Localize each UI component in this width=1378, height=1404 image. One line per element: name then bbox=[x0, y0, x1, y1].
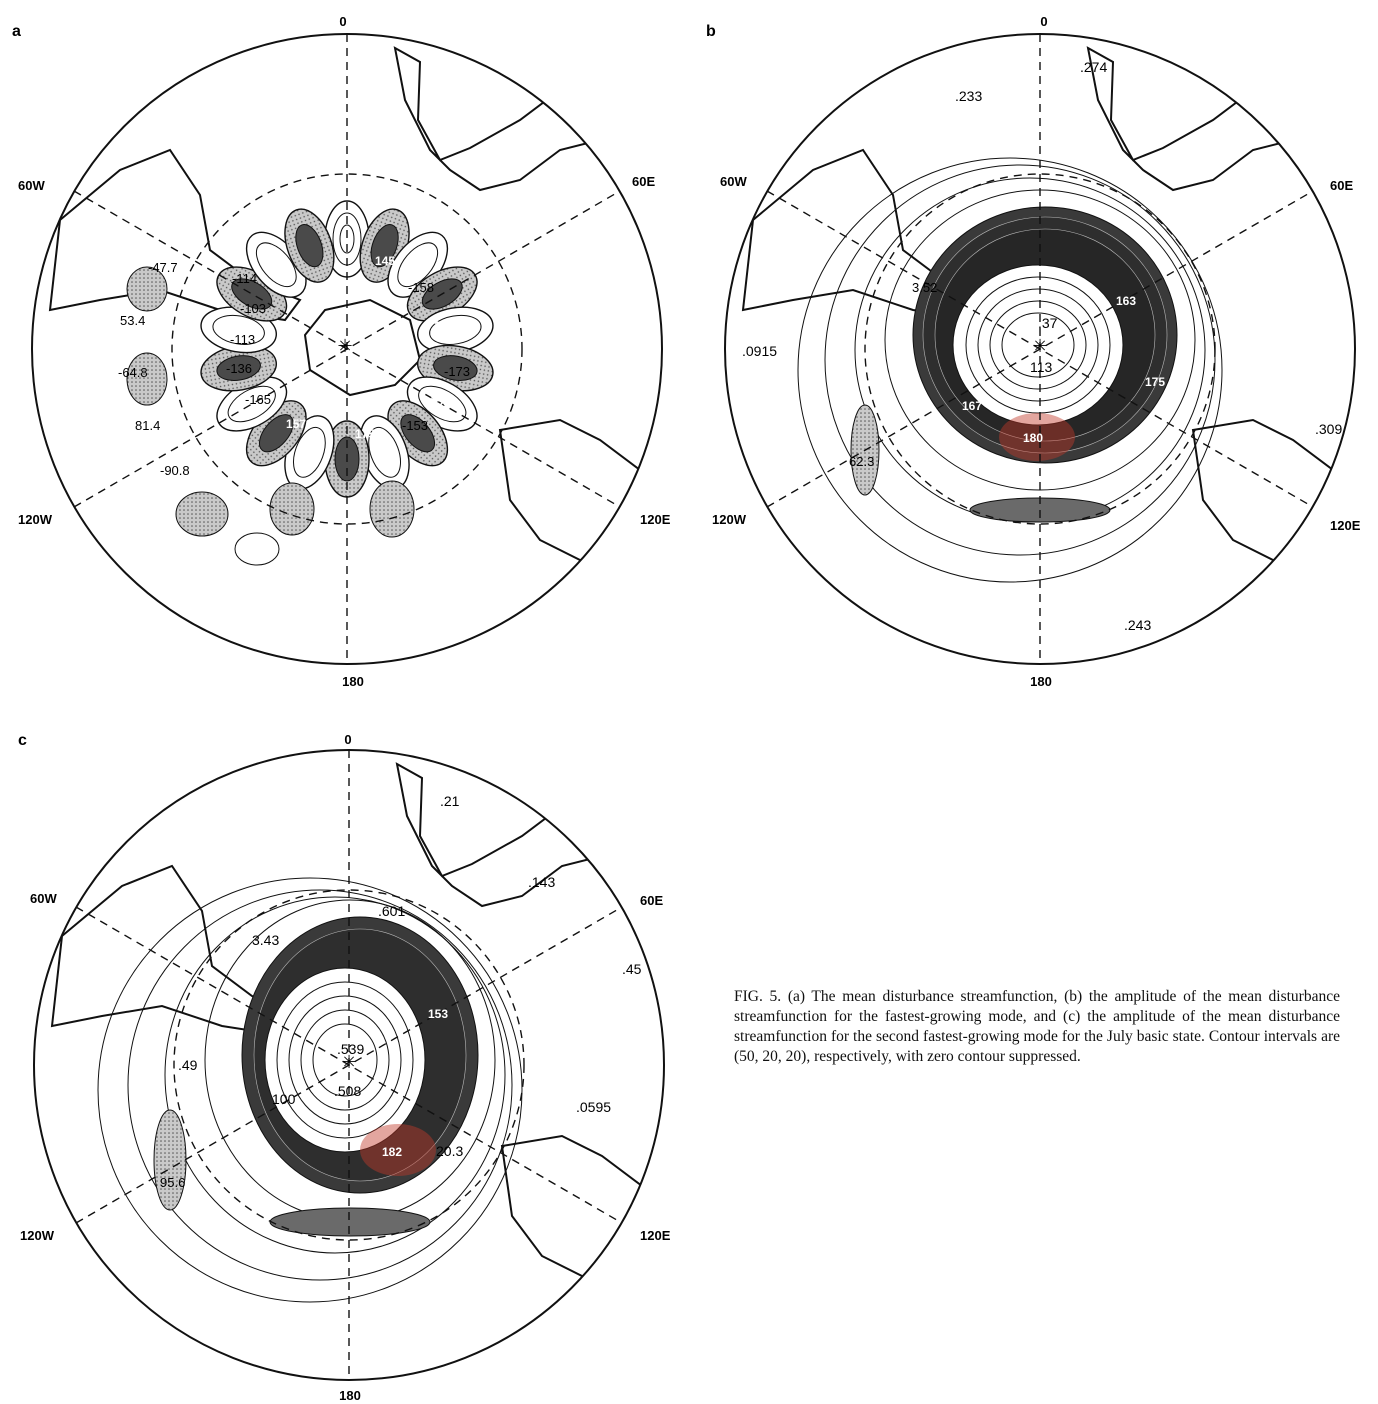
pole-marker: ✳ bbox=[341, 1052, 356, 1072]
value-label: -103 bbox=[240, 301, 266, 316]
axis-label-bottom: 180 bbox=[342, 674, 364, 689]
figure-caption: FIG. 5. (a) The mean disturbance streamf… bbox=[734, 988, 1340, 1065]
value-labels-a: -47.7 53.4 -64.8 81.4 -90.8 -114 -103 -1… bbox=[118, 254, 470, 478]
panel-c: c bbox=[18, 732, 671, 1403]
map-b bbox=[741, 34, 1345, 664]
axis-label-bottom: 180 bbox=[1030, 674, 1052, 689]
grid-a bbox=[73, 34, 621, 664]
value-label: -114 bbox=[232, 271, 257, 286]
contour-rings-b bbox=[797, 157, 1223, 583]
axis-label-upper-right: 60E bbox=[640, 893, 663, 908]
axis-label-upper-right: 60E bbox=[632, 174, 655, 189]
value-labels-b: .233 .274 .0915 3.52 .37 113 163 175 167… bbox=[742, 59, 1342, 633]
value-label: -153 bbox=[402, 418, 428, 433]
coastline-australia bbox=[1191, 418, 1345, 561]
value-label: .233 bbox=[955, 88, 982, 104]
axis-label-top: 0 bbox=[339, 14, 346, 29]
axis-label-lower-left: 120W bbox=[20, 1228, 55, 1243]
axis-label-lower-right: 120E bbox=[640, 1228, 671, 1243]
value-label: .508 bbox=[334, 1083, 361, 1099]
value-label: 100 bbox=[272, 1091, 296, 1107]
coastline-antarctica bbox=[303, 298, 422, 397]
axis-label-top: 0 bbox=[344, 732, 351, 747]
panel-letter: a bbox=[12, 23, 21, 40]
coastline-australia bbox=[500, 1134, 654, 1277]
value-label: 180 bbox=[1023, 431, 1043, 445]
value-label: 113 bbox=[1030, 359, 1053, 375]
coastline-australia bbox=[498, 418, 652, 561]
value-label: -165 bbox=[245, 392, 271, 407]
value-label: 163 bbox=[1116, 294, 1136, 308]
value-label: 157 bbox=[286, 417, 306, 431]
value-label: .21 bbox=[440, 793, 460, 809]
value-label: 175 bbox=[1145, 375, 1165, 389]
value-label: 167 bbox=[962, 399, 982, 413]
contour-rings-c bbox=[97, 877, 523, 1303]
value-label: -90.8 bbox=[160, 463, 190, 478]
value-label: 3.52 bbox=[912, 280, 937, 295]
value-label: 159 bbox=[434, 319, 454, 333]
axis-label-lower-right: 120E bbox=[1330, 518, 1361, 533]
value-label: -64.8 bbox=[118, 365, 148, 380]
value-label: 152 bbox=[430, 394, 450, 408]
value-label: 53.4 bbox=[120, 313, 145, 328]
value-label: .309 bbox=[1315, 421, 1342, 437]
value-label: .243 bbox=[1124, 617, 1151, 633]
coastline-africa bbox=[393, 46, 642, 192]
coastline-south-america bbox=[48, 148, 302, 322]
value-label: 145 bbox=[375, 254, 395, 268]
value-label: .37 bbox=[1038, 315, 1058, 331]
value-label: 182 bbox=[382, 1145, 402, 1159]
panel-letter: c bbox=[18, 732, 27, 749]
pole-marker: ✳ bbox=[1032, 336, 1047, 356]
axis-label-upper-left: 60W bbox=[18, 178, 45, 193]
map-a bbox=[48, 34, 652, 664]
axis-label-lower-right: 120E bbox=[640, 512, 671, 527]
value-label: -113 bbox=[230, 332, 255, 347]
value-label: .539 bbox=[337, 1041, 364, 1057]
panel-letter: b bbox=[706, 23, 716, 40]
value-label: 62.3 bbox=[849, 454, 874, 469]
value-label: .49 bbox=[178, 1057, 198, 1073]
axis-label-upper-right: 60E bbox=[1330, 178, 1353, 193]
axis-label-upper-left: 60W bbox=[720, 174, 747, 189]
axis-label-lower-left: 120W bbox=[712, 512, 747, 527]
axis-label-upper-left: 60W bbox=[30, 891, 57, 906]
value-label: .143 bbox=[528, 874, 555, 890]
value-label: 95.6 bbox=[160, 1175, 185, 1190]
grid-b bbox=[766, 34, 1314, 664]
contour-lobes-a bbox=[126, 200, 494, 566]
panel-b: b bbox=[706, 14, 1361, 689]
value-label: 175 bbox=[355, 427, 375, 441]
value-label: -136 bbox=[226, 361, 252, 376]
axis-label-top: 0 bbox=[1040, 14, 1047, 29]
value-label: .0915 bbox=[742, 343, 777, 359]
axis-label-lower-left: 120W bbox=[18, 512, 53, 527]
value-label: .601 bbox=[378, 903, 405, 919]
value-label: 81.4 bbox=[135, 418, 160, 433]
value-label: 3.43 bbox=[252, 932, 279, 948]
highlight-max bbox=[999, 413, 1075, 461]
grid-c bbox=[75, 750, 623, 1380]
panel-a: a bbox=[12, 14, 671, 689]
value-label: 153 bbox=[428, 1007, 448, 1021]
value-label: .0595 bbox=[576, 1099, 611, 1115]
value-label: -173 bbox=[444, 364, 470, 379]
axis-label-bottom: 180 bbox=[339, 1388, 361, 1403]
map-c bbox=[50, 750, 654, 1380]
coastline-africa bbox=[1086, 46, 1335, 192]
value-label: -158 bbox=[408, 280, 434, 295]
highlight-max bbox=[360, 1124, 436, 1176]
map-boundary bbox=[31, 33, 663, 665]
value-label: -47.7 bbox=[148, 260, 178, 275]
value-label: 20.3 bbox=[436, 1143, 463, 1159]
map-boundary bbox=[724, 33, 1356, 665]
pole-marker: ✳ bbox=[337, 336, 352, 356]
value-labels-c: .21 .143 .601 3.43 .45 153 .49 .539 .508… bbox=[160, 793, 642, 1190]
value-label: .274 bbox=[1080, 59, 1107, 75]
value-label: .45 bbox=[622, 961, 642, 977]
map-boundary bbox=[33, 749, 665, 1381]
coastline-africa bbox=[395, 762, 644, 908]
